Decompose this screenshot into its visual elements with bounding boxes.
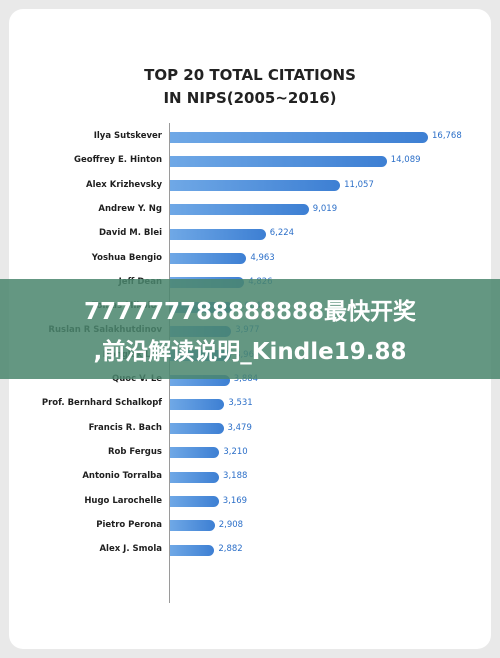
bar (170, 228, 266, 240)
bar (170, 204, 309, 216)
category-label: Hugo Larochelle (84, 495, 162, 506)
chart-subtitle: IN NIPS(2005~2016) (163, 89, 337, 107)
category-label: Rob Fergus (107, 446, 162, 457)
value-label: 2,908 (218, 519, 244, 530)
value-label: 16,768 (432, 131, 462, 141)
category-label: Quoc V. Le (112, 374, 162, 384)
category-label: Pietro Perona (96, 519, 162, 530)
banner-text-line-2: ,前沿解读说明_Kindle19.88 (93, 339, 407, 365)
category-label: Francis R. Bach (88, 422, 162, 433)
bar (170, 374, 230, 386)
bar (170, 544, 215, 556)
bar (170, 496, 219, 507)
category-label: Ilya Sutskever (93, 131, 162, 141)
value-label: 3,479 (227, 422, 252, 433)
value-label: 4,963 (250, 252, 275, 263)
value-label: 3,884 (233, 374, 259, 384)
bar (170, 155, 387, 167)
category-label: Alex J. Smola (99, 544, 162, 555)
chart-title: TOP 20 TOTAL CITATIONS (144, 66, 356, 84)
bar (170, 471, 220, 483)
category-label: Yoshua Bengio (91, 252, 162, 263)
category-label: Andrew Y. Ng (98, 203, 162, 214)
value-label: 3,210 (223, 446, 248, 457)
category-label: Antonio Torralba (82, 471, 162, 482)
bar (170, 398, 225, 410)
category-label: David M. Blei (98, 228, 162, 239)
bar (170, 423, 224, 435)
category-label: Alex Krizhevsky (86, 179, 162, 190)
bar (170, 447, 220, 459)
category-label: Prof. Bernhard Schalkopf (41, 398, 162, 409)
value-label: 11,057 (344, 179, 374, 190)
value-label: 3,169 (222, 495, 248, 506)
bar (170, 520, 215, 532)
value-label: 3,188 (223, 471, 248, 482)
value-label: 9,019 (312, 203, 338, 214)
banner-text-line-1: 777777788888888最快开奖 (83, 299, 417, 325)
bar (170, 180, 341, 192)
bar (170, 253, 247, 264)
value-label: 3,531 (228, 398, 253, 409)
category-label: Geoffrey E. Hinton (74, 155, 162, 166)
overlay-banner (0, 279, 500, 379)
value-label: 2,882 (218, 544, 243, 555)
value-label: 6,224 (269, 228, 295, 239)
bar (170, 131, 428, 143)
value-label: 14,089 (390, 155, 421, 166)
